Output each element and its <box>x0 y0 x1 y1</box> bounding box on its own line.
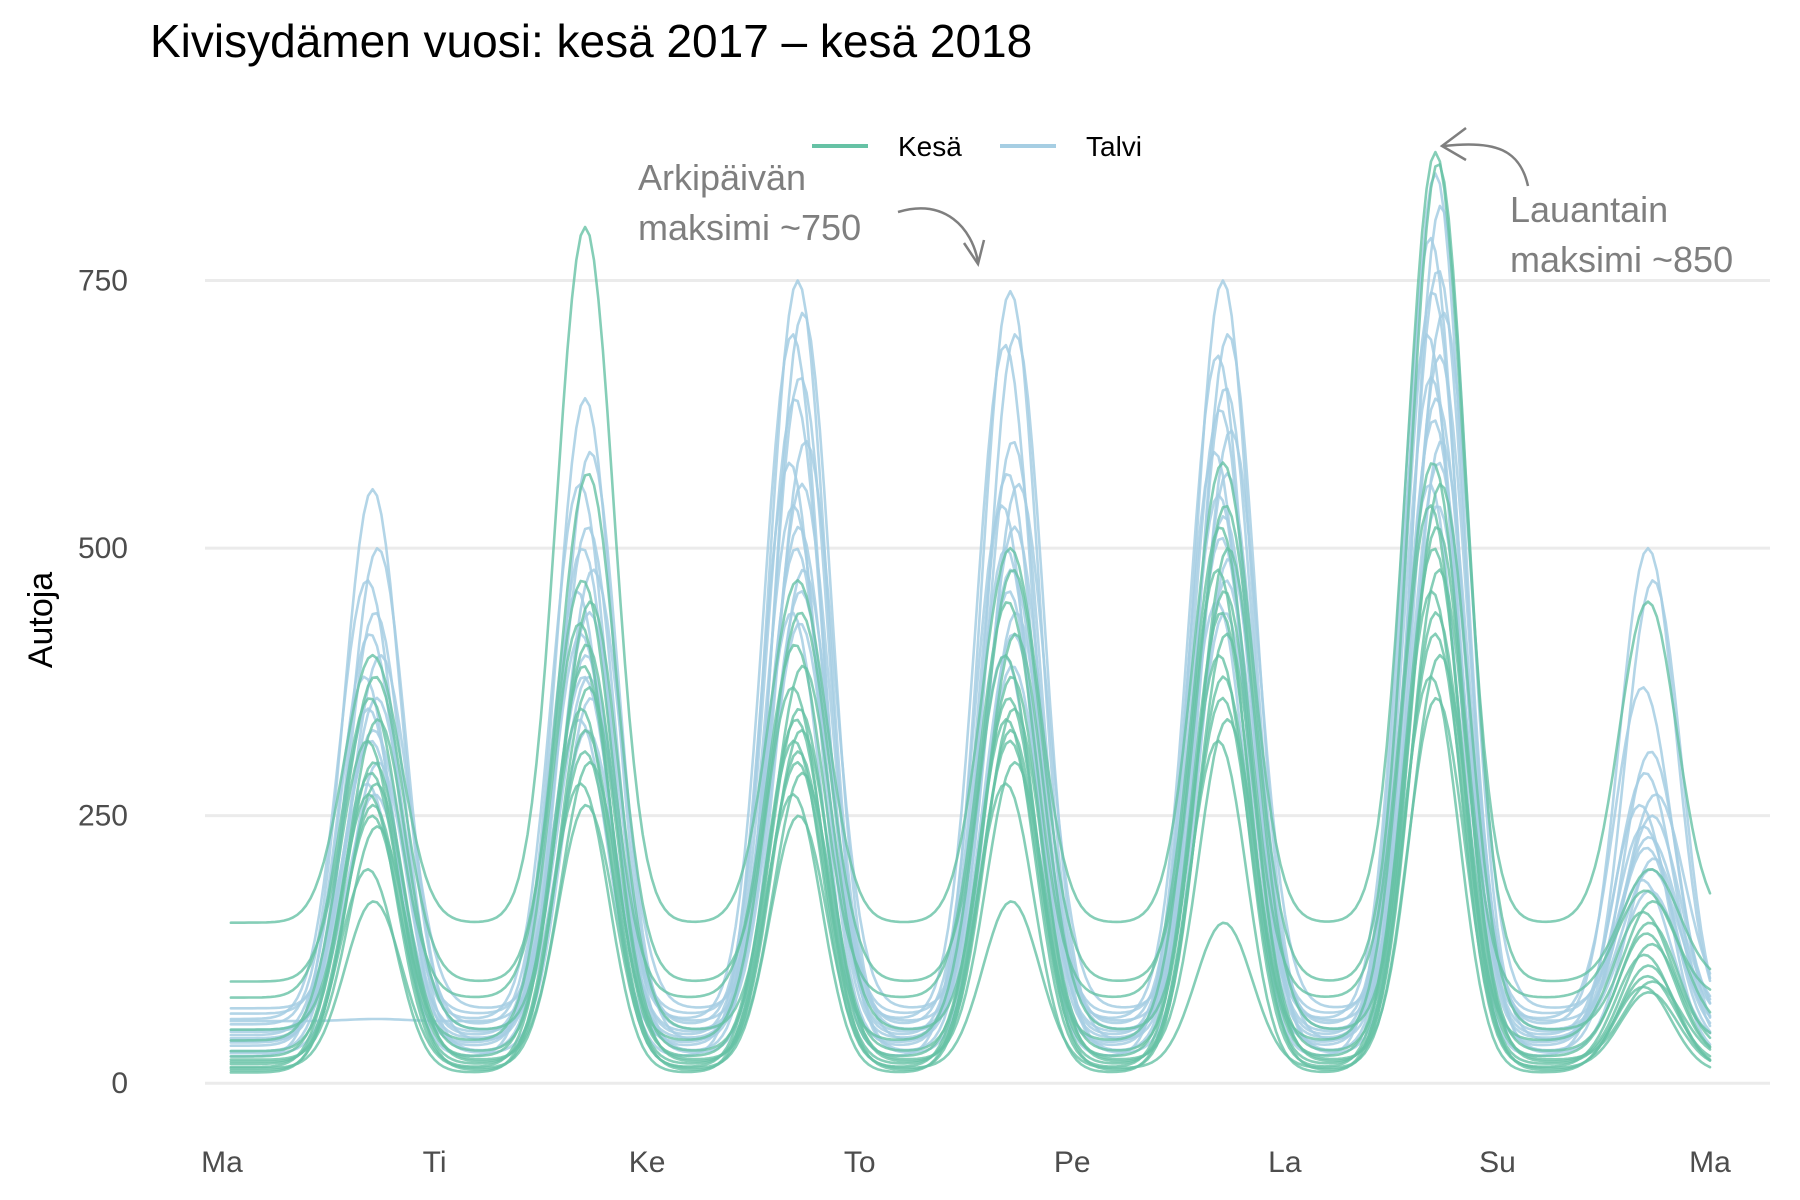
legend-label-talvi: Talvi <box>1086 131 1142 162</box>
legend: Kesä Talvi <box>812 131 1142 162</box>
x-tick-label: La <box>1268 1146 1302 1179</box>
series-line-kesa-13 <box>229 696 1712 1070</box>
x-tick-label: To <box>844 1146 876 1179</box>
x-tick-label: Ma <box>1689 1146 1731 1179</box>
y-tick-label: 750 <box>78 265 128 298</box>
x-tick-label: Pe <box>1054 1146 1091 1179</box>
gridlines <box>205 279 1770 1085</box>
x-tick-label: Ti <box>423 1146 447 1179</box>
annotation-saturday-line1: Lauantain <box>1510 189 1668 230</box>
y-tick-label: 250 <box>78 800 128 833</box>
chart-title: Kivisydämen vuosi: kesä 2017 – kesä 2018 <box>150 15 1033 67</box>
y-axis-tick-labels: 0 250 500 750 <box>78 265 128 1101</box>
annotation-weekday-arrowhead <box>962 239 986 268</box>
annotation-weekday-line2: maksimi ~750 <box>638 207 861 248</box>
y-tick-label: 0 <box>111 1067 128 1100</box>
x-tick-label: Su <box>1479 1146 1516 1179</box>
annotation-weekday-max: Arkipäivän maksimi ~750 <box>638 157 986 268</box>
y-tick-label: 500 <box>78 532 128 565</box>
annotation-saturday-arrow <box>1443 143 1530 187</box>
x-tick-label: Ke <box>629 1146 666 1179</box>
annotation-weekday-line1: Arkipäivän <box>638 157 806 198</box>
series-line-kesa-11 <box>229 653 1712 1061</box>
legend-label-kesa: Kesä <box>898 131 962 162</box>
series-lines <box>229 150 1712 1074</box>
annotation-saturday-line2: maksimi ~850 <box>1510 239 1733 280</box>
series-line-kesa-12 <box>229 675 1712 1074</box>
annotation-saturday-arrowhead <box>1439 127 1467 162</box>
annotation-weekday-arrow <box>897 207 980 263</box>
y-axis-title: Autoja <box>22 572 60 668</box>
x-axis-tick-labels: Ma Ti Ke To Pe La Su Ma <box>201 1146 1731 1179</box>
annotation-saturday-max: Lauantain maksimi ~850 <box>1439 127 1733 280</box>
x-tick-label: Ma <box>201 1146 243 1179</box>
